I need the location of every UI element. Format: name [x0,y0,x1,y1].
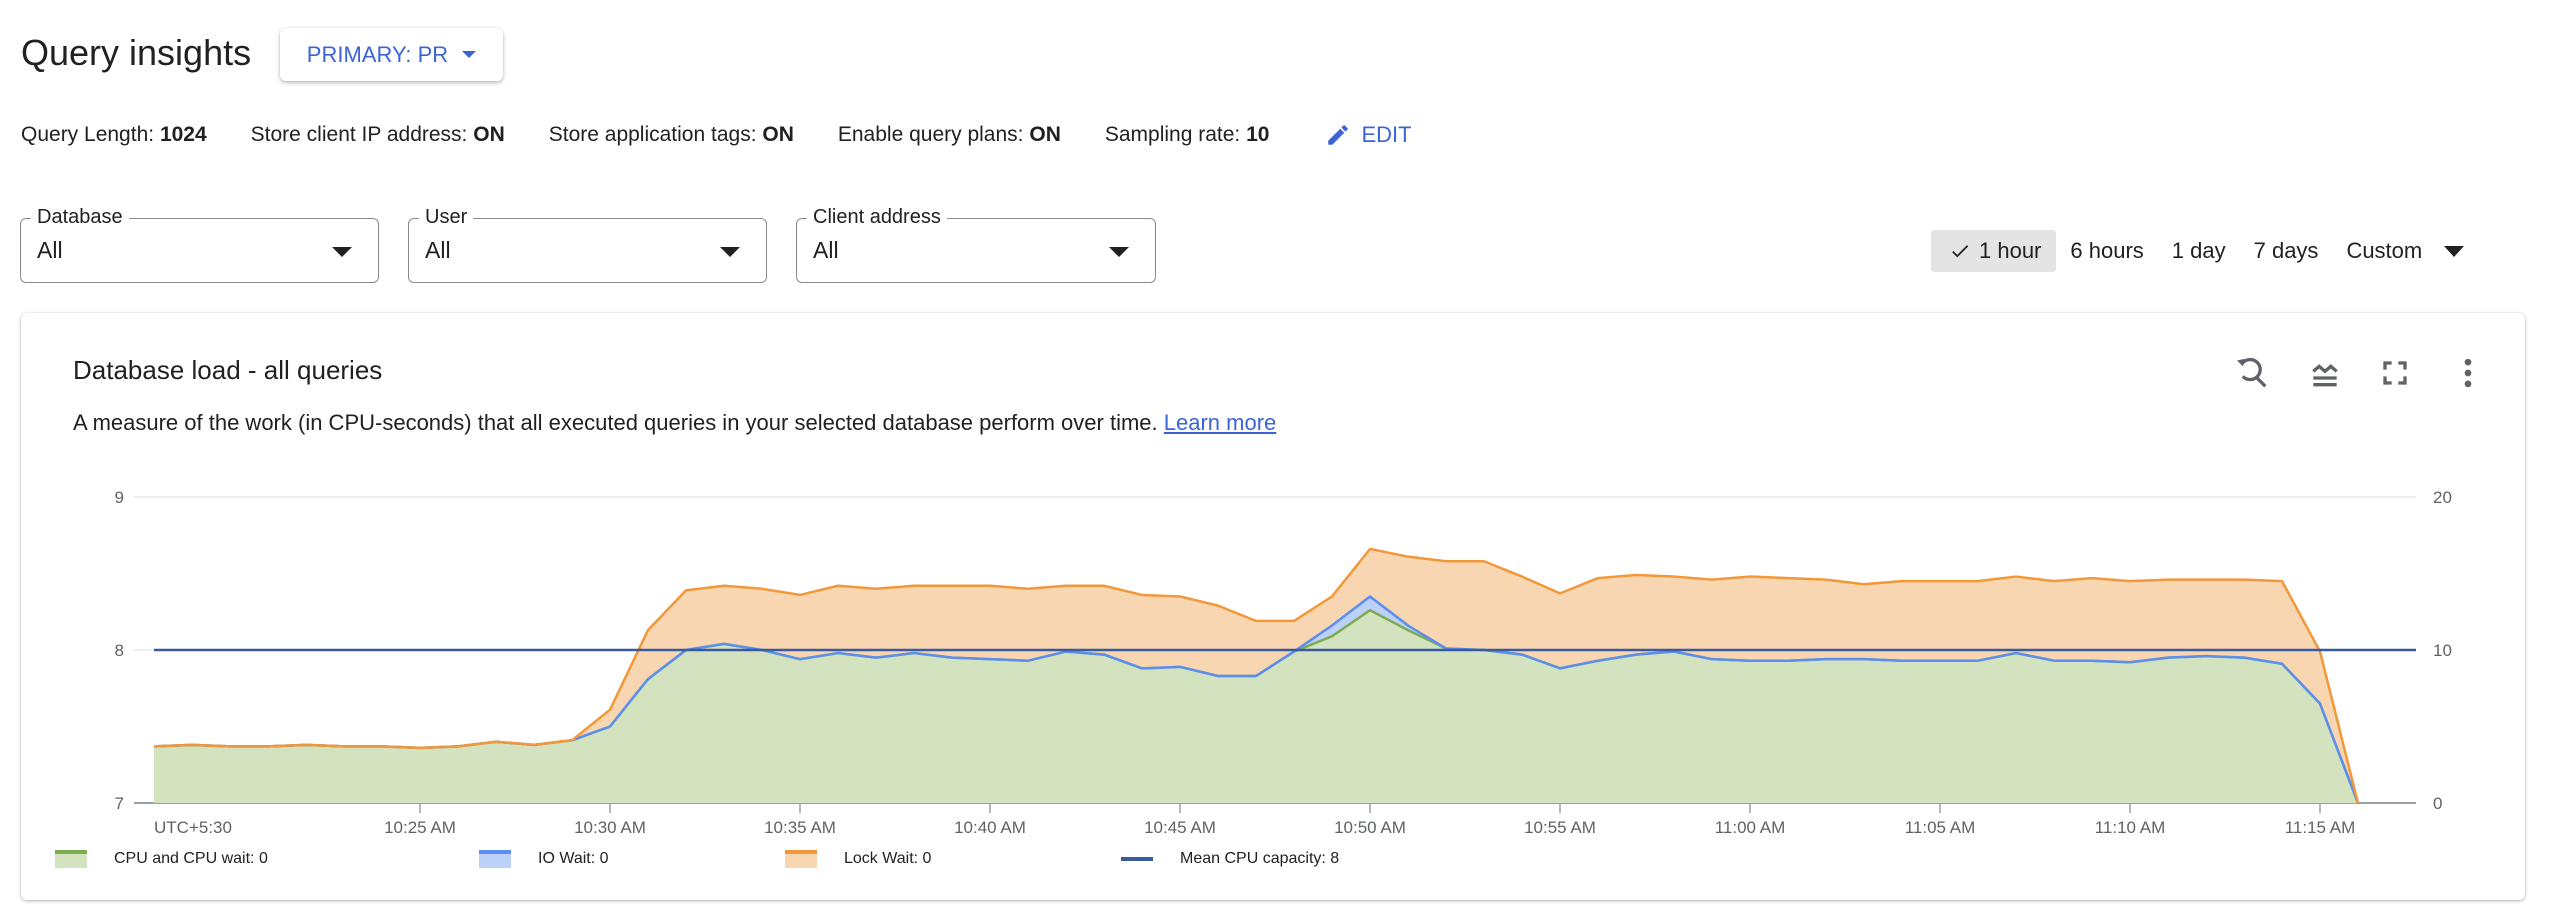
time-range-label: 6 hours [2070,238,2144,263]
database-filter-dropdown[interactable]: Database All [20,206,379,283]
caret-down-icon [1109,247,1129,257]
time-range-6-hours[interactable]: 6 hours [2056,230,2157,272]
x-tick-label: 10:40 AM [954,818,1026,833]
time-range-custom[interactable]: Custom [2332,230,2478,272]
lock-wait-line [153,547,2360,804]
legend-label: Lock Wait [844,850,914,867]
x-tick-label: 10:45 AM [1144,818,1216,833]
insights-settings: Query Length: 1024 Store client IP addre… [21,120,1412,150]
setting-sampling-rate: Sampling rate: 10 [1105,123,1270,147]
x-tick-label: 10:50 AM [1334,818,1406,833]
setting-value: ON [473,123,505,146]
instance-selector-button[interactable]: PRIMARY: PR [280,28,503,81]
time-range-1-hour[interactable]: 1 hour [1931,230,2057,272]
x-tick-label: 11:05 AM [1905,818,1976,833]
caret-down-icon [2444,245,2465,257]
setting-query-length: Query Length: 1024 [21,123,207,147]
cpu-swatch-icon [55,850,87,868]
check-icon [1952,245,1969,258]
edit-label: EDIT [1361,122,1412,147]
x-tick-label: 10:30 AM [574,818,646,833]
x-tick-label: 10:35 AM [764,818,836,833]
y-left-tick-label: 9 [115,488,124,507]
legend-toggle-icon[interactable] [2305,353,2345,393]
legend-mean-cpu[interactable]: Mean CPU capacity: 8 [1121,850,1339,868]
setting-value: ON [762,123,794,146]
legend-label: CPU and CPU wait [114,850,251,867]
legend-label: IO Wait [538,850,591,867]
dropdown-value: All [425,237,451,263]
mean-line-swatch-icon [1121,857,1153,861]
reset-zoom-icon[interactable] [2232,353,2272,393]
setting-label: Enable query plans: [837,123,1024,146]
time-range-7-days[interactable]: 7 days [2240,230,2333,272]
y-right-tick-label: 20 [2433,488,2452,507]
dropdown-label: User [419,206,474,229]
setting-store-app-tags: Store application tags: ON [549,123,794,147]
time-range-label: Custom [2346,238,2423,263]
legend-value: 0 [922,850,932,867]
legend-label: Mean CPU capacity [1180,850,1322,867]
y-right-tick-label: 0 [2433,794,2442,813]
card-description: A measure of the work (in CPU-seconds) t… [73,408,1276,438]
x-tick-label: 11:15 AM [2285,818,2356,833]
fullscreen-icon[interactable] [2375,353,2415,393]
cpu-area [154,610,2358,803]
lock-swatch-icon [785,850,817,868]
caret-down-icon [462,51,477,58]
legend-cpu[interactable]: CPU and CPU wait: 0 [55,850,268,868]
y-left-tick-label: 7 [115,794,124,813]
card-title: Database load - all queries [73,355,383,385]
legend-lock-wait[interactable]: Lock Wait: 0 [785,850,931,868]
time-range-label: 7 days [2253,238,2319,263]
user-filter-dropdown[interactable]: User All [408,206,767,283]
time-range-label: 1 day [2171,238,2226,263]
setting-value: 10 [1246,123,1270,146]
x-tick-label: 11:10 AM [2095,818,2166,833]
x-tick-label: 11:00 AM [1715,818,1786,833]
caret-down-icon [332,247,352,257]
setting-label: Store application tags: [548,123,757,146]
description-text: A measure of the work (in CPU-seconds) t… [73,410,1158,435]
page-title: Query insights [21,32,252,73]
y-left-tick-label: 8 [115,641,124,660]
dropdown-value: All [37,237,63,263]
legend-io-wait[interactable]: IO Wait: 0 [479,850,609,868]
legend-value: 8 [1330,850,1340,867]
client-address-filter-dropdown[interactable]: Client address All [796,206,1156,283]
setting-value: 1024 [159,123,207,146]
time-range-1-day[interactable]: 1 day [2158,230,2240,272]
pencil-icon [1328,125,1349,145]
time-range-label: 1 hour [1979,238,2042,263]
x-tick-label: 10:25 AM [384,818,456,833]
caret-down-icon [720,247,740,257]
setting-store-client-ip: Store client IP address: ON [251,123,505,147]
time-range-selector: 1 hour 6 hours 1 day 7 days Custom [1931,230,2478,272]
learn-more-link[interactable]: Learn more [1163,410,1277,435]
y-right-tick-label: 10 [2433,641,2452,660]
setting-query-plans: Enable query plans: ON [838,123,1061,147]
setting-label: Store client IP address: [250,123,468,146]
x-timezone-label: UTC+5:30 [154,818,232,833]
edit-button[interactable]: EDIT [1325,122,1412,148]
database-load-card: Database load - all queries A measure of… [21,313,2525,900]
more-vert-icon[interactable] [2448,353,2488,393]
instance-label: PRIMARY: PR [306,41,449,67]
dropdown-label: Client address [807,206,947,229]
dropdown-label: Database [31,206,129,229]
setting-label: Query Length: [21,123,155,146]
io-swatch-icon [479,850,511,868]
setting-label: Sampling rate: [1104,123,1241,146]
setting-value: ON [1029,123,1061,146]
legend-value: 0 [258,850,268,867]
x-tick-label: 10:55 AM [1524,818,1596,833]
database-load-chart: 7 8 9 0 10 20 UTC+5:30 10:25 AM 10:30 AM 10:35 AM… [115,488,2452,833]
dropdown-value: All [813,237,839,263]
legend-value: 0 [599,850,609,867]
